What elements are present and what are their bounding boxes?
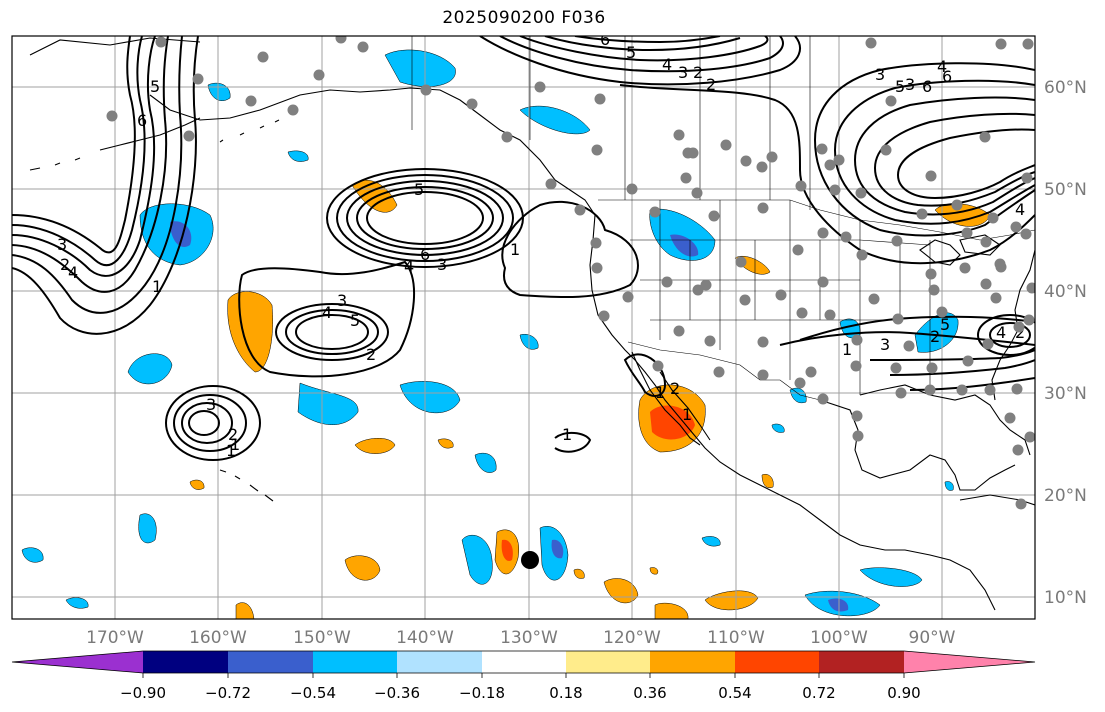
lon-label: 100°W: [810, 628, 868, 648]
colorbar-segment: [228, 651, 313, 673]
contour-label: 4: [662, 55, 672, 74]
contour-label: 5: [940, 315, 950, 334]
contour-label: 2: [366, 345, 376, 364]
colorbar-segment: [313, 651, 397, 673]
station-markers: [106, 36, 1035, 510]
contour-label: 1: [655, 383, 665, 402]
colorbar-segment: [735, 651, 819, 673]
contour-label: 2: [670, 379, 680, 398]
colorbar-tick-labels: −0.90 −0.72 −0.54 −0.36 −0.18 0.18 0.36 …: [120, 684, 921, 702]
contour-label: 1: [842, 340, 852, 359]
contour-label: 3: [337, 291, 347, 310]
colorbar-segment: [397, 651, 482, 673]
contour-label: 3: [206, 395, 216, 414]
contour-label: 6: [600, 30, 610, 49]
lat-label: 60°N: [1044, 78, 1087, 98]
colorbar-tick: 0.90: [887, 684, 920, 702]
contour-label: 3: [875, 65, 885, 84]
colorbar-segment: [566, 651, 650, 673]
contour-label: 2: [1015, 323, 1025, 342]
contour-label: 1: [682, 405, 692, 424]
lat-label: 10°N: [1044, 588, 1087, 608]
contour-label: 4: [996, 323, 1006, 342]
contour-label: 4: [404, 257, 414, 276]
contour-label: 6: [942, 67, 952, 86]
latitude-labels: 60°N 50°N 40°N 30°N 20°N 10°N: [1044, 78, 1087, 608]
lat-label: 20°N: [1044, 486, 1087, 506]
lon-label: 140°W: [396, 628, 454, 648]
colorbar-tick: 0.72: [802, 684, 835, 702]
colorbar-segment: [904, 651, 1035, 673]
contour-label: 6: [137, 111, 147, 130]
contour-labels: 6 5 4 3 2 5 6 4 3 1 4 3 5 2 3 1 2 1 1 1 …: [57, 30, 1025, 460]
colorbar-segment: [819, 651, 904, 673]
contour-label: 2: [60, 255, 70, 274]
colorbar-tick: 0.36: [633, 684, 666, 702]
map-title: 2025090200 F036: [442, 8, 606, 28]
contour-label: 2: [930, 327, 940, 346]
lat-label: 50°N: [1044, 180, 1087, 200]
contour-label: 2: [693, 63, 703, 82]
colorbar-segment: [482, 651, 566, 673]
contour-label: 1: [562, 425, 572, 444]
lon-label: 170°W: [86, 628, 144, 648]
colorbar: [11, 650, 1036, 678]
lat-label: 40°N: [1044, 282, 1087, 302]
contour-label: 1: [152, 277, 162, 296]
contour-label: 4: [1015, 200, 1025, 219]
contour-label: 1: [510, 240, 520, 259]
colorbar-tick: −0.36: [374, 684, 420, 702]
colorbar-tick: 0.54: [718, 684, 751, 702]
storm-center-marker: [521, 551, 539, 569]
contour-label: 2: [706, 75, 716, 94]
contour-label: 3: [905, 75, 915, 94]
contour-label: 4: [937, 57, 947, 76]
lon-label: 90°W: [909, 628, 956, 648]
colorbar-tick: −0.72: [205, 684, 251, 702]
lat-lon-gridlines: [12, 36, 1035, 619]
contour-label: 4: [322, 303, 332, 322]
map-frame: [11, 35, 1036, 620]
longitude-labels: 170°W 160°W 150°W 140°W 130°W 120°W 110°…: [86, 628, 956, 648]
lon-label: 110°W: [707, 628, 765, 648]
contour-label: 5: [350, 311, 360, 330]
contour-label: 3: [437, 255, 447, 274]
contour-label: 5: [626, 43, 636, 62]
contour-label: 4: [68, 263, 78, 282]
contour-label: 5: [150, 77, 160, 96]
lat-label: 30°N: [1044, 384, 1087, 404]
lon-label: 150°W: [293, 628, 351, 648]
colorbar-tick: 0.18: [549, 684, 582, 702]
contour-label: 2: [228, 425, 238, 444]
colorbar-segment: [143, 651, 228, 673]
contour-label: 5: [895, 77, 905, 96]
lon-label: 120°W: [603, 628, 661, 648]
colorbar-tick: −0.54: [290, 684, 336, 702]
lon-label: 130°W: [500, 628, 558, 648]
contour-label: 3: [57, 235, 67, 254]
lon-label: 160°W: [189, 628, 247, 648]
contour-label: 1: [226, 441, 236, 460]
contour-label: 1: [230, 435, 240, 454]
contour-label: 3: [880, 335, 890, 354]
colorbar-segment: [12, 651, 143, 673]
contour-label: 5: [414, 180, 424, 199]
contour-label: 6: [922, 77, 932, 96]
contour-lines: [12, 36, 1035, 461]
contour-label: 3: [678, 63, 688, 82]
colorbar-tick: −0.18: [459, 684, 505, 702]
colorbar-tick: −0.90: [120, 684, 166, 702]
contour-label: 6: [420, 245, 430, 264]
colorbar-segment: [650, 651, 735, 673]
